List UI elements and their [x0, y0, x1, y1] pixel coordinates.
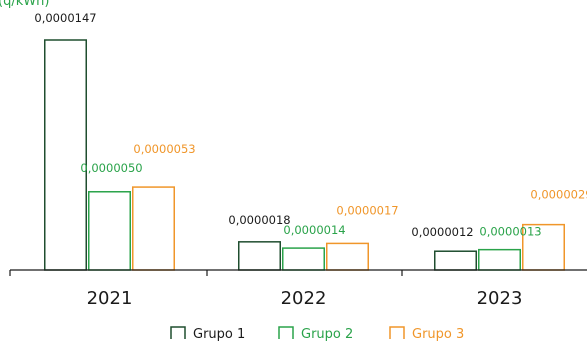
data-label-grupo-1-2021: 0,0000147 [34, 11, 96, 25]
data-label-grupo-3-2021: 0,0000053 [133, 142, 195, 156]
legend-label-grupo-3: Grupo 3 [412, 327, 464, 342]
bar-grupo-1-2021 [44, 39, 87, 271]
legend-label-grupo-1: Grupo 1 [193, 327, 245, 342]
data-label-grupo-2-2021: 0,0000050 [80, 161, 142, 175]
x-tick-label-2021: 2021 [87, 288, 133, 309]
data-label-grupo-1-2023: 0,0000012 [411, 225, 473, 239]
bar-grupo-2-2023 [478, 248, 521, 271]
data-label-grupo-3-2023: 0,0000029 [530, 188, 587, 202]
bar-grupo-1-2022 [238, 241, 281, 271]
bar-grupo-1-2023 [434, 250, 477, 271]
data-label-grupo-1-2022: 0,0000018 [228, 213, 290, 227]
bar-grupo-2-2021 [88, 191, 131, 271]
legend-label-grupo-2: Grupo 2 [301, 327, 353, 342]
data-label-grupo-2-2022: 0,0000014 [283, 223, 345, 237]
bar-grupo-3-2023 [522, 223, 565, 271]
legend-swatch-grupo-1 [170, 326, 186, 339]
bar-grupo-3-2021 [132, 186, 175, 271]
bar-grupo-3-2022 [326, 242, 369, 271]
bar-grupo-2-2022 [282, 247, 325, 271]
x-tick-label-2022: 2022 [281, 288, 327, 309]
chart-partial-title: (q/kWh) [0, 0, 49, 9]
data-label-grupo-2-2023: 0,0000013 [479, 225, 541, 239]
x-tick-label-2023: 2023 [477, 288, 523, 309]
data-label-grupo-3-2022: 0,0000017 [336, 203, 398, 217]
legend-swatch-grupo-2 [278, 326, 294, 339]
legend-swatch-grupo-3 [389, 326, 405, 339]
